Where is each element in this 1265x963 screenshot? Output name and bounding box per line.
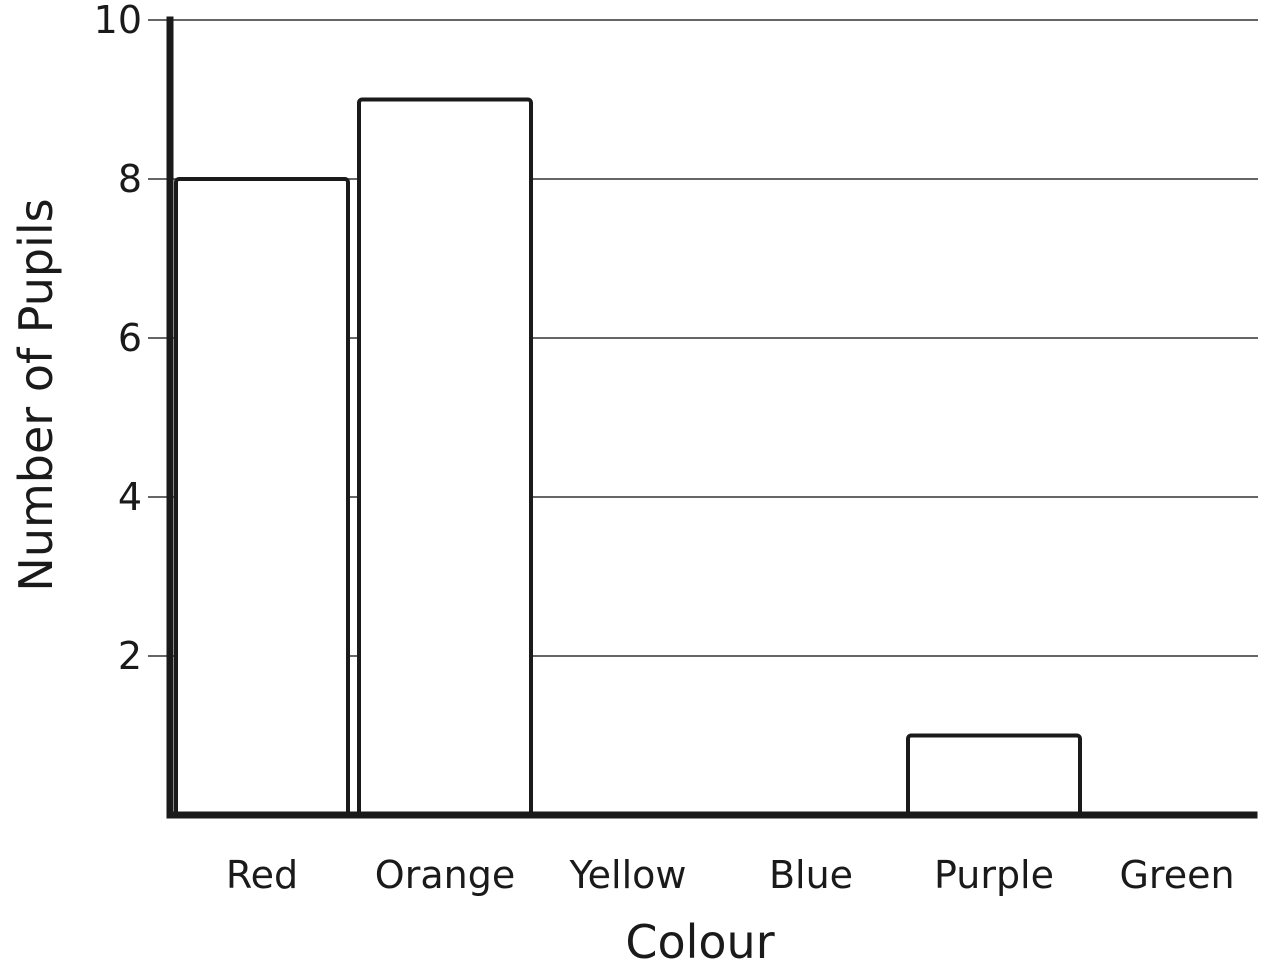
x-category-label-blue: Blue (769, 853, 853, 897)
gridlines (170, 19, 1258, 657)
bar-purple (906, 733, 1082, 817)
x-category-label-purple: Purple (934, 853, 1054, 897)
y-tick-label-4: 4 (118, 475, 142, 519)
bar-orange (357, 97, 533, 817)
bars (174, 97, 1082, 817)
y-tick-label-10: 10 (94, 0, 142, 42)
y-axis-title: Number of Pupils (9, 198, 63, 591)
x-category-label-orange: Orange (375, 853, 515, 897)
bar-red (174, 177, 350, 817)
x-axis-title: Colour (625, 915, 774, 963)
x-category-label-red: Red (226, 853, 298, 897)
y-tick-labels: 2 4 6 8 10 (94, 0, 142, 678)
axes (148, 16, 1258, 819)
y-tick-label-2: 2 (118, 634, 142, 678)
y-tick-label-8: 8 (118, 157, 142, 201)
x-category-labels: Red Orange Yellow Blue Purple Green (226, 853, 1235, 897)
y-tick-label-6: 6 (118, 316, 142, 360)
x-category-label-yellow: Yellow (569, 853, 687, 897)
x-category-label-green: Green (1119, 853, 1234, 897)
